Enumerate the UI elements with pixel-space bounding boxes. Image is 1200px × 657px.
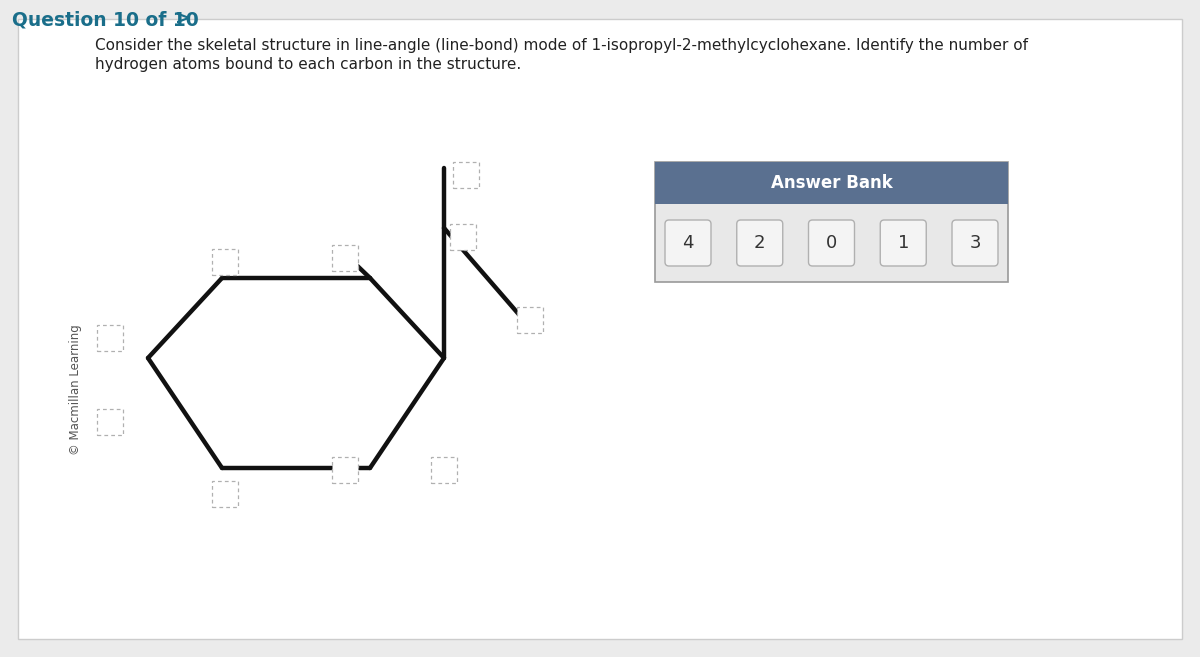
Bar [454,162,479,188]
Bar [212,481,238,507]
Text: Consider the skeletal structure in line-angle (line-bond) mode of 1-isopropyl-2-: Consider the skeletal structure in line-… [95,38,1028,53]
Text: Question 10 of 10: Question 10 of 10 [12,10,199,29]
Bar [450,224,476,250]
Bar [97,325,124,351]
Bar [212,249,238,275]
Text: © Macmillan Learning: © Macmillan Learning [68,325,82,455]
Text: 0: 0 [826,234,838,252]
Text: Answer Bank: Answer Bank [770,174,893,192]
Bar [97,409,124,435]
FancyBboxPatch shape [18,19,1182,639]
Text: 2: 2 [754,234,766,252]
Text: 4: 4 [683,234,694,252]
Text: 1: 1 [898,234,908,252]
FancyBboxPatch shape [665,220,710,266]
Bar [332,457,358,483]
FancyBboxPatch shape [881,220,926,266]
Text: hydrogen atoms bound to each carbon in the structure.: hydrogen atoms bound to each carbon in t… [95,57,521,72]
Bar [517,307,542,333]
Bar [332,245,358,271]
FancyBboxPatch shape [655,162,1008,204]
Text: >: > [175,10,191,29]
FancyBboxPatch shape [737,220,782,266]
FancyBboxPatch shape [809,220,854,266]
Bar [431,457,457,483]
Text: 3: 3 [970,234,980,252]
FancyBboxPatch shape [952,220,998,266]
FancyBboxPatch shape [655,162,1008,282]
